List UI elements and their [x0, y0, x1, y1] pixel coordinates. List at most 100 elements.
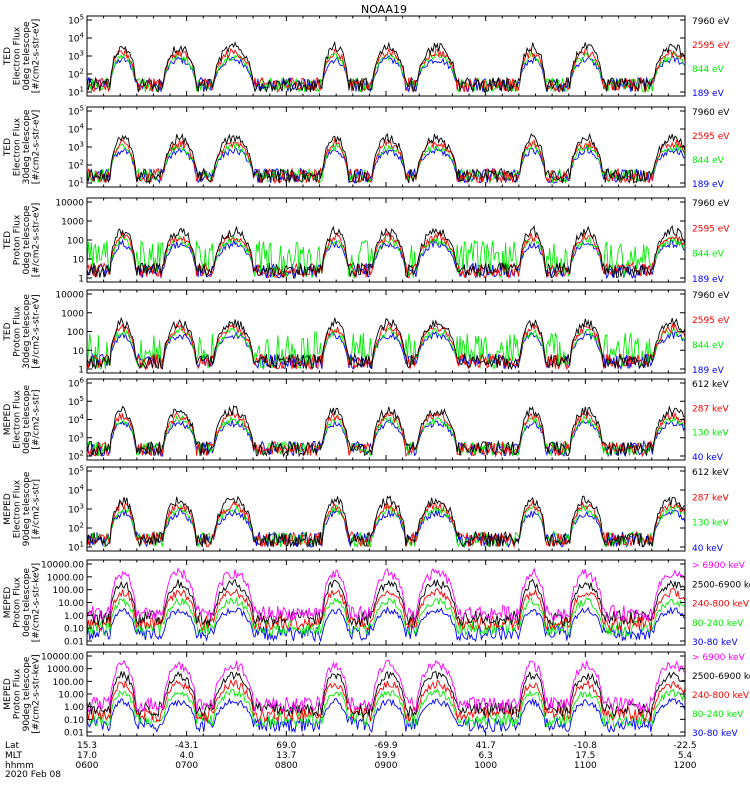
y-tick-label: 101 — [68, 541, 84, 554]
legend-entry: 7960 eV — [692, 291, 730, 301]
panel-5-traces — [87, 405, 685, 458]
trace-2500-6900-kev — [87, 578, 685, 627]
panel-1: 105 104 103 102 101 TED Electron Flux 0deg tele… — [3, 14, 730, 100]
y-axis-label: MEPED — [3, 587, 13, 619]
x-tick-hhmm: 0900 — [375, 761, 398, 771]
y-tick-label: 106 — [68, 377, 84, 390]
trace-189-ev — [87, 238, 685, 280]
trace-2595-ev — [87, 47, 685, 94]
panel-6: 105 104 103 102 101 MEPED Electron Flux 90deg t… — [3, 465, 729, 555]
x-tick-hhmm: 0700 — [175, 761, 198, 771]
legend-entry: 80-240 keV — [692, 710, 744, 720]
y-tick-label: 1.00 — [64, 612, 84, 622]
y-axis-label: 30deg telescope — [22, 294, 32, 369]
y-tick-label: 0.01 — [64, 638, 84, 648]
x-tick-lat: -22.5 — [673, 741, 696, 751]
trace-7960-ev — [87, 316, 685, 371]
legend-entry: 189 eV — [692, 366, 725, 376]
y-axis-label: 0deg telescope — [22, 568, 32, 638]
legend-entry: 7960 eV — [692, 17, 730, 27]
legend-entry: 2595 eV — [692, 132, 730, 142]
x-tick-mlt: 17.0 — [77, 751, 97, 761]
y-tick-label: 1000 — [61, 309, 84, 319]
y-axis-label: [#/cm2-s-str-eV] — [32, 294, 42, 369]
x-tick-hhmm: 1000 — [474, 761, 497, 771]
y-tick-label: 101 — [68, 177, 84, 190]
y-axis-label: MEPED — [3, 493, 13, 525]
trace-612-kev — [87, 405, 685, 458]
trace-80-240-kev — [87, 688, 685, 729]
trace-2595-ev — [87, 230, 685, 280]
trace-7960-ev — [87, 40, 685, 94]
y-tick-label: 10000.00 — [41, 561, 84, 571]
panel-4-traces — [87, 316, 685, 371]
y-tick-label: 10 — [73, 347, 85, 357]
legend-entry: 844 eV — [692, 250, 725, 260]
y-tick-label: 100 — [67, 237, 84, 247]
y-tick-label: 105 — [68, 465, 84, 478]
legend-entry: 7960 eV — [692, 199, 730, 209]
panel-2: 105 104 103 102 101 TED Electron Flux 30deg tel… — [3, 105, 730, 191]
trace-844-ev — [87, 141, 685, 185]
trace-30-80-kev — [87, 697, 685, 734]
panel-8: 10000.00 1000.00 100.00 10.00 1.00 0.10 0.01 ME… — [3, 651, 750, 739]
y-axis-label: 90deg telescope — [22, 471, 32, 546]
y-axis-label: TED — [3, 138, 13, 157]
x-tick-hhmm: 0600 — [76, 761, 99, 771]
y-axis-label: TED — [3, 47, 13, 66]
y-tick-label: 104 — [68, 32, 84, 45]
trace--6900-kev — [87, 659, 685, 714]
legend-entry: 30-80 keV — [692, 729, 738, 739]
trace-189-ev — [87, 330, 685, 371]
y-axis-label: TED — [3, 322, 13, 341]
y-axis-label: [#/cm2-s-str] — [32, 389, 42, 449]
panel-2-traces — [87, 132, 685, 185]
y-tick-label: 100.00 — [53, 586, 85, 596]
y-tick-label: 0.10 — [64, 625, 84, 635]
y-axis-label: Electron Flux — [13, 26, 23, 85]
y-tick-label: 1000 — [61, 218, 84, 228]
y-axis-label: MEPED — [3, 404, 13, 436]
legend-entry: 130 keV — [692, 519, 729, 529]
panel-4: 10000 1000 100 10 1 TED Proton Flux 30deg teles… — [3, 289, 730, 376]
trace-40-kev — [87, 419, 685, 458]
y-tick-label: 102 — [68, 159, 84, 172]
legend-entry: 2595 eV — [692, 316, 730, 326]
x-tick-lat: 15.3 — [77, 741, 97, 751]
legend-entry: 189 eV — [692, 275, 725, 285]
y-axis-label: Proton Flux — [13, 668, 23, 719]
y-tick-label: 1.00 — [64, 703, 84, 713]
y-tick-label: 103 — [68, 431, 84, 444]
y-tick-label: 102 — [68, 68, 84, 81]
x-tick-mlt: 17.5 — [575, 751, 595, 761]
panel-1-traces — [87, 40, 685, 94]
y-tick-label: 104 — [68, 123, 84, 136]
y-tick-label: 104 — [68, 413, 84, 426]
x-tick-hhmm: 1200 — [674, 761, 697, 771]
y-tick-label: 103 — [68, 50, 84, 63]
trace-40-kev — [87, 508, 685, 548]
trace-2595-ev — [87, 322, 685, 371]
x-tick-mlt: 4.0 — [180, 751, 195, 761]
x-row-label: hhmm — [5, 761, 34, 771]
y-axis-label: 0deg telescope — [22, 21, 32, 91]
trace-130-kev — [87, 414, 685, 458]
legend-entry: 240-800 keV — [692, 600, 750, 610]
x-tick-hhmm: 1100 — [574, 761, 597, 771]
y-axis-label: MEPED — [3, 678, 13, 710]
legend-entry: 2500-6900 keV — [692, 580, 750, 590]
y-tick-label: 1 — [78, 275, 84, 285]
x-row-label: MLT — [5, 751, 23, 761]
y-tick-label: 100.00 — [53, 678, 85, 688]
legend-entry: 130 keV — [692, 429, 729, 439]
legend-entry: 612 keV — [692, 380, 729, 390]
y-tick-label: 102 — [68, 522, 84, 535]
x-tick-mlt: 13.7 — [276, 751, 296, 761]
x-tick-lat: -10.8 — [574, 741, 598, 751]
legend-entry: 189 eV — [692, 89, 725, 99]
panel-7: 10000.00 1000.00 100.00 10.00 1.00 0.10 0.01 ME… — [3, 559, 750, 648]
y-tick-label: 10.00 — [58, 599, 84, 609]
legend-entry: 240-800 keV — [692, 691, 750, 701]
x-tick-lat: 41.7 — [476, 741, 496, 751]
